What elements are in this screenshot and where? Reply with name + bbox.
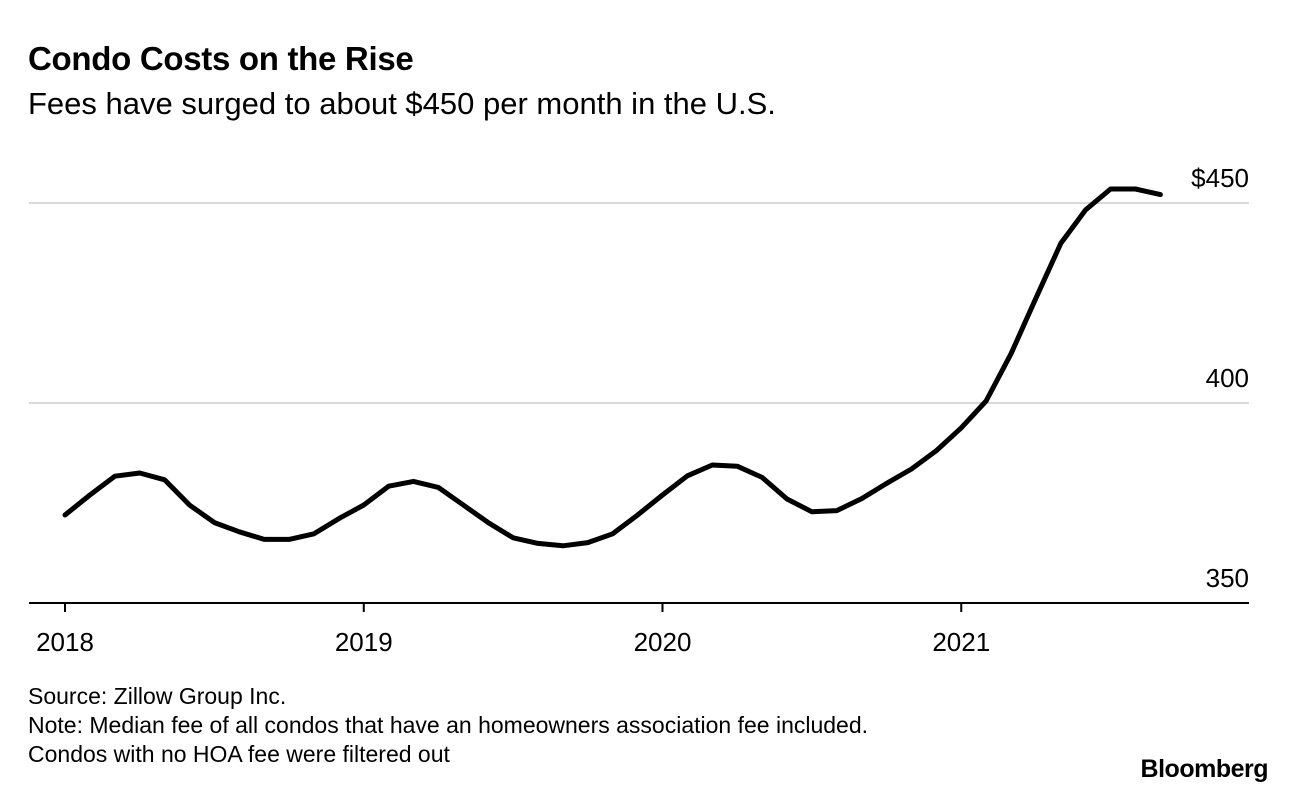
- data-point-2018-10: [287, 537, 292, 542]
- data-point-2019-05: [461, 503, 466, 508]
- data-point-2020-11: [909, 467, 914, 472]
- data-point-2019-08: [536, 541, 541, 546]
- data-point-2019-07: [511, 535, 516, 540]
- data-point-2019-01: [361, 503, 366, 508]
- data-point-2018-09: [262, 537, 267, 542]
- data-point-2018-05: [162, 477, 167, 482]
- data-point-2020-07: [809, 509, 814, 514]
- data-point-2020-01: [660, 493, 665, 498]
- data-point-2020-10: [884, 481, 889, 486]
- data-point-2018-11: [311, 531, 316, 536]
- data-point-2021-08: [1133, 187, 1138, 192]
- data-point-2019-11: [610, 531, 615, 536]
- data-point-2018-08: [237, 529, 242, 534]
- chart-footer: Source: Zillow Group Inc. Note: Median f…: [28, 682, 868, 769]
- data-point-2020-08: [834, 508, 839, 513]
- data-point-2019-10: [585, 540, 590, 545]
- source-note: Source: Zillow Group Inc.: [28, 683, 287, 709]
- data-point-2021-05: [1058, 241, 1063, 246]
- series-layer: [62, 186, 1163, 549]
- data-point-2018-02: [87, 493, 92, 498]
- y-tick-label-450: $450: [1191, 163, 1249, 193]
- data-point-2018-07: [212, 520, 217, 525]
- x-tick-label-2019: 2019: [335, 627, 393, 657]
- data-point-2019-03: [411, 479, 416, 484]
- chart-title: Condo Costs on the Rise: [28, 40, 414, 77]
- series-line-0: [62, 186, 1163, 549]
- data-point-2021-02: [984, 399, 989, 404]
- data-point-2020-09: [859, 496, 864, 501]
- data-point-2018-04: [137, 471, 142, 476]
- chart-subtitle: Fees have surged to about $450 per month…: [28, 86, 776, 121]
- data-point-2019-12: [635, 513, 640, 518]
- x-axis-labels: 2018 2019 2020 2021: [36, 627, 990, 657]
- x-axis: [29, 602, 1249, 612]
- x-tick-label-2020: 2020: [634, 627, 692, 657]
- y-axis-labels: 350 400 $450: [1191, 163, 1249, 593]
- data-point-2020-03: [710, 463, 715, 468]
- data-point-2021-09: [1158, 192, 1163, 197]
- data-point-2020-12: [934, 448, 939, 453]
- data-point-2018-06: [187, 503, 192, 508]
- gridlines: [29, 202, 1249, 404]
- y-tick-label-350: 350: [1206, 563, 1249, 593]
- x-tick-label-2018: 2018: [36, 627, 94, 657]
- data-point-2020-06: [784, 497, 789, 502]
- data-point-2020-02: [685, 473, 690, 478]
- data-point-2019-09: [560, 543, 565, 548]
- data-point-2021-04: [1033, 296, 1038, 301]
- data-point-2020-04: [735, 464, 740, 469]
- data-point-2021-06: [1083, 207, 1088, 212]
- data-point-2018-01: [63, 513, 68, 518]
- data-point-2021-01: [959, 425, 964, 430]
- data-point-2018-03: [112, 474, 117, 479]
- data-point-2019-06: [486, 520, 491, 525]
- x-tick-label-2021: 2021: [932, 627, 990, 657]
- y-tick-label-400: 400: [1206, 363, 1249, 393]
- data-point-2019-04: [436, 485, 441, 490]
- note-line-2: Condos with no HOA fee were filtered out: [28, 741, 450, 767]
- data-point-2019-02: [386, 484, 391, 489]
- note-line-1: Note: Median fee of all condos that have…: [28, 712, 869, 738]
- data-point-2020-05: [760, 475, 765, 480]
- data-point-2021-07: [1108, 187, 1113, 192]
- bloomberg-logo: Bloomberg: [1140, 755, 1269, 783]
- data-point-2021-03: [1009, 351, 1014, 356]
- data-point-2018-12: [336, 516, 341, 521]
